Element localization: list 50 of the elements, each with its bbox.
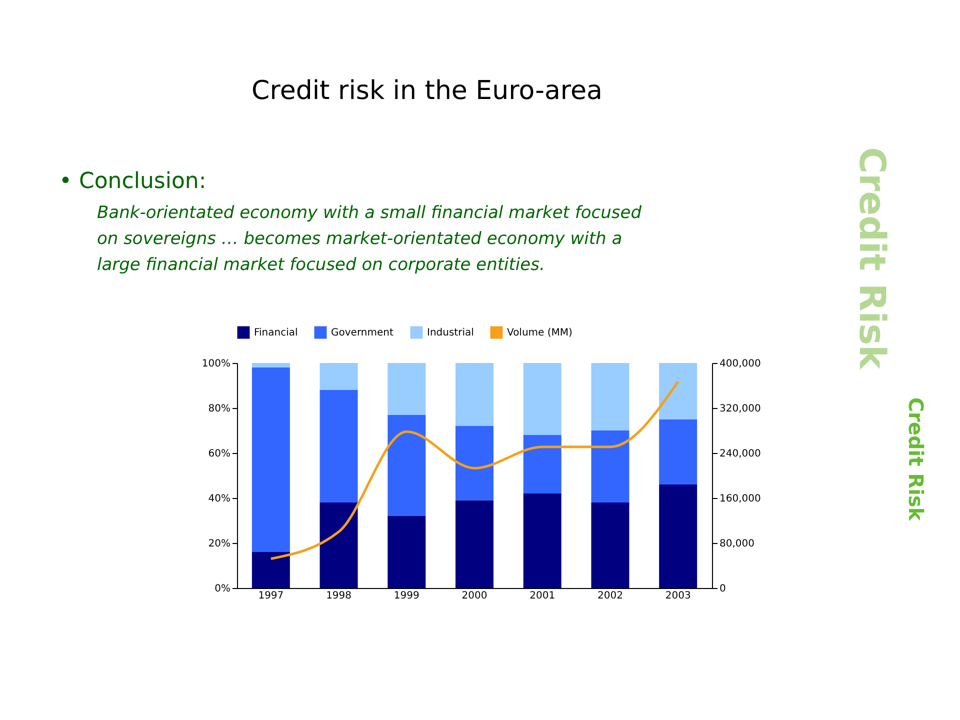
x-tick-label: 2003 (665, 590, 691, 602)
chart-subtitle: Bank-orientated economy with a small financial market focused on sovereigns … becomes market-orientated economy with a large financial market focused on corporate entities. (97, 203, 642, 275)
bar (659, 363, 698, 420)
bar (659, 419, 698, 484)
y-tick-label: 0% (214, 584, 230, 594)
x-tick-label: 1997 (258, 590, 284, 602)
line-series (270, 380, 680, 560)
legend-label: Government (331, 328, 394, 339)
bar (591, 502, 630, 588)
x-tick-label: 2001 (530, 590, 556, 602)
bar (591, 363, 630, 430)
bar (252, 368, 290, 552)
y-tick-label: 60% (208, 448, 230, 460)
bar (388, 363, 426, 415)
bar (252, 363, 290, 368)
legend-label: Volume (MM) (507, 328, 573, 339)
bar (320, 390, 358, 502)
bar (659, 484, 698, 588)
y-tick-label: 40% (208, 494, 230, 504)
text: Credit Risk (904, 397, 928, 522)
y2-tick-label: 80,000 (720, 538, 754, 550)
y2-tick-label: 320,000 (720, 404, 761, 414)
bar (523, 363, 562, 435)
text: • Conclusion: (59, 169, 206, 194)
y2-tick-label: 160,000 (720, 494, 761, 504)
y2-tick-label: 0 (720, 584, 726, 594)
bar (388, 516, 426, 588)
bar (456, 500, 494, 588)
bar (388, 414, 426, 516)
y-tick-label: 100% (202, 358, 230, 370)
bar (456, 363, 494, 426)
y2-tick-label: 240,000 (720, 448, 761, 460)
bar (252, 552, 290, 588)
bar (523, 494, 562, 588)
bar (320, 502, 358, 588)
chart-title: Credit risk in the Euro-area (252, 76, 602, 106)
x-tick-label: 2000 (462, 590, 488, 602)
bar (456, 426, 494, 500)
y-tick-label: 20% (208, 538, 230, 550)
y2-tick-label: 400,000 (720, 358, 761, 370)
text: Credit Risk (851, 147, 892, 370)
bar (523, 435, 562, 494)
y-tick-label: 80% (208, 404, 230, 414)
x-tick-label: 2002 (597, 590, 623, 602)
x-tick-label: 1998 (326, 590, 352, 602)
legend-label: Industrial (427, 328, 474, 339)
x-tick-label: 1999 (394, 590, 420, 602)
legend-label: Financial (254, 328, 298, 339)
bar (320, 363, 358, 390)
bar (591, 430, 630, 502)
